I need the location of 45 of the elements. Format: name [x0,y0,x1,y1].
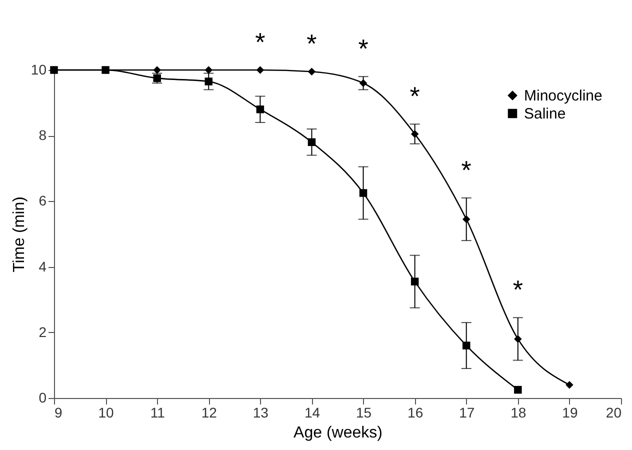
point [256,105,264,114]
x-tick-label: 10 [98,404,114,420]
y-tick-label: 2 [38,324,47,340]
legend-label: Saline [524,106,566,122]
point [514,335,522,343]
point [359,79,368,87]
y-tick-label: 6 [38,192,47,209]
x-tick-label: 11 [150,404,166,420]
legend-label: Minocycline [524,88,602,104]
x-tick-label: 9 [54,404,62,420]
point [256,66,264,74]
y-tick-label: 0 [38,390,47,406]
y-axis-title: Time (min) [10,196,28,272]
x-tick-label: 17 [459,404,475,420]
point [462,342,470,350]
point [308,68,316,76]
point [102,66,110,74]
x-tick-label: 14 [304,404,320,420]
annotation: * [461,154,472,185]
x-tick-label: 18 [510,404,526,420]
point [462,215,470,224]
point [410,130,419,138]
point [359,189,368,197]
x-tick-label: 15 [356,404,372,420]
annotation: * [255,27,266,57]
x-tick-label: 16 [408,404,424,420]
y-tick-label: 10 [30,62,47,78]
annotation: * [410,81,420,112]
point [514,386,522,394]
x-tick-label: 12 [201,404,218,420]
x-axis-title: Age (weeks) [294,424,382,442]
x-tick-label: 19 [562,404,578,420]
x-tick-label: 13 [252,404,269,420]
point [204,66,213,74]
point [153,66,161,74]
y-tick-label: 4 [38,258,47,274]
x-tick-label: 20 [606,404,622,420]
point [410,278,419,286]
annotation: * [306,28,317,59]
annotation: * [512,274,523,305]
y-tick-label: 8 [38,127,47,144]
point [204,78,213,86]
annotation: * [358,34,368,64]
point [308,138,316,146]
point [566,381,574,389]
